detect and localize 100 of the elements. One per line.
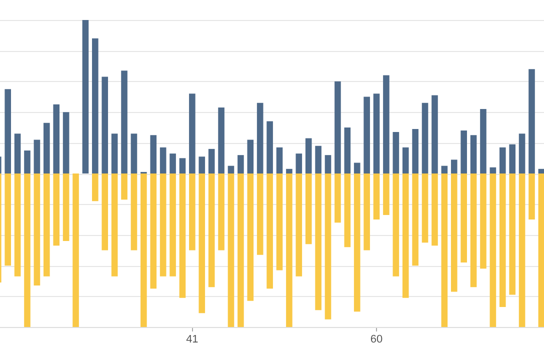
bar: [62, 174, 70, 242]
bar: [102, 76, 108, 174]
bar: [432, 174, 438, 246]
bar: [305, 138, 312, 174]
bar: [528, 174, 535, 220]
bar: [82, 20, 89, 174]
bar: [247, 140, 254, 174]
bar: [305, 174, 312, 244]
bar: [450, 174, 458, 292]
bar: [276, 147, 283, 174]
bar: [4, 174, 12, 266]
bar: [276, 174, 283, 270]
bar: [392, 132, 400, 174]
bar: [238, 155, 244, 174]
bar: [518, 134, 526, 174]
bar: [14, 174, 21, 276]
bar: [490, 167, 496, 174]
bar: [422, 102, 428, 174]
bar: [373, 174, 380, 220]
bar: [160, 147, 166, 174]
bar: [490, 174, 496, 327]
x-tick-label: 60: [370, 334, 383, 346]
bar: [383, 174, 390, 215]
bar: [140, 174, 147, 327]
bar: [53, 174, 60, 246]
bar: [34, 174, 40, 286]
bar: [121, 70, 128, 174]
bar: [470, 135, 477, 174]
x-tick-label: 41: [186, 334, 198, 346]
bar: [364, 96, 370, 174]
bar: [286, 174, 292, 327]
bar: [92, 174, 98, 202]
bar: [509, 174, 516, 295]
bar: [189, 174, 196, 250]
bar: [247, 174, 254, 301]
bar: [44, 174, 50, 276]
bar: [480, 109, 486, 174]
bar: [470, 174, 477, 288]
bar: [130, 174, 138, 250]
bar: [296, 154, 302, 174]
bar: [364, 174, 370, 250]
bar: [266, 174, 273, 289]
bar: [72, 174, 79, 327]
bar: [509, 144, 516, 174]
bar: [266, 121, 273, 174]
bar: [460, 174, 467, 263]
bar: [499, 174, 506, 308]
bar: [315, 174, 322, 310]
bar: [256, 174, 264, 255]
bar: [111, 174, 118, 276]
bar: [286, 168, 292, 174]
bar: [44, 122, 50, 174]
bar: [538, 168, 544, 174]
bar: [92, 38, 98, 174]
bar: [208, 148, 215, 174]
bar: [170, 174, 176, 276]
bar: [238, 174, 244, 327]
bar: [422, 174, 428, 243]
bar: [334, 81, 341, 174]
bar: [383, 75, 390, 174]
bar: [198, 174, 206, 314]
bar: [373, 94, 380, 174]
bar: [111, 134, 118, 174]
bar: [121, 174, 128, 200]
bar: [354, 162, 360, 174]
bar: [218, 107, 224, 174]
bar: [412, 128, 418, 174]
bar: [24, 174, 30, 327]
bar: [518, 174, 526, 327]
bar: [324, 174, 332, 320]
bar: [499, 147, 506, 174]
bar: [538, 174, 544, 327]
bar: [228, 166, 234, 174]
bar: [324, 155, 332, 174]
bar: [208, 174, 215, 288]
bar: [528, 69, 535, 174]
bar: [189, 94, 196, 174]
bar: [344, 174, 351, 248]
bar: [34, 140, 40, 174]
bar: [450, 160, 458, 174]
bar: [102, 174, 108, 250]
bar: [170, 154, 176, 174]
bar: [441, 174, 448, 327]
bar: [150, 135, 157, 174]
bar: [334, 174, 341, 223]
bar: [315, 146, 322, 174]
bar: [14, 134, 21, 174]
bar: [480, 174, 486, 269]
bar: [130, 134, 138, 174]
bar: [198, 156, 206, 174]
bar: [441, 166, 448, 174]
bar: [150, 174, 157, 289]
bar: [412, 174, 418, 266]
bar: [179, 158, 186, 174]
bar: [460, 130, 467, 174]
bar: [53, 104, 60, 174]
bar: [344, 127, 351, 174]
bar: [228, 174, 234, 327]
bar: [218, 174, 224, 250]
bar: [62, 112, 70, 174]
